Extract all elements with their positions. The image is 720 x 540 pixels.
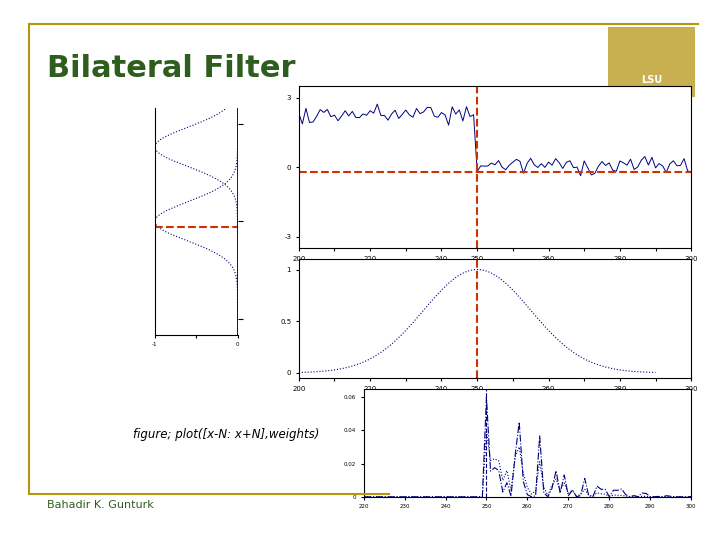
Text: Bahadir K. Gunturk: Bahadir K. Gunturk <box>47 500 153 510</box>
Text: LSU: LSU <box>641 75 662 85</box>
Text: Bilateral Filter: Bilateral Filter <box>47 54 295 83</box>
Text: figure; plot([x-N: x+N],weights): figure; plot([x-N: x+N],weights) <box>133 428 320 441</box>
